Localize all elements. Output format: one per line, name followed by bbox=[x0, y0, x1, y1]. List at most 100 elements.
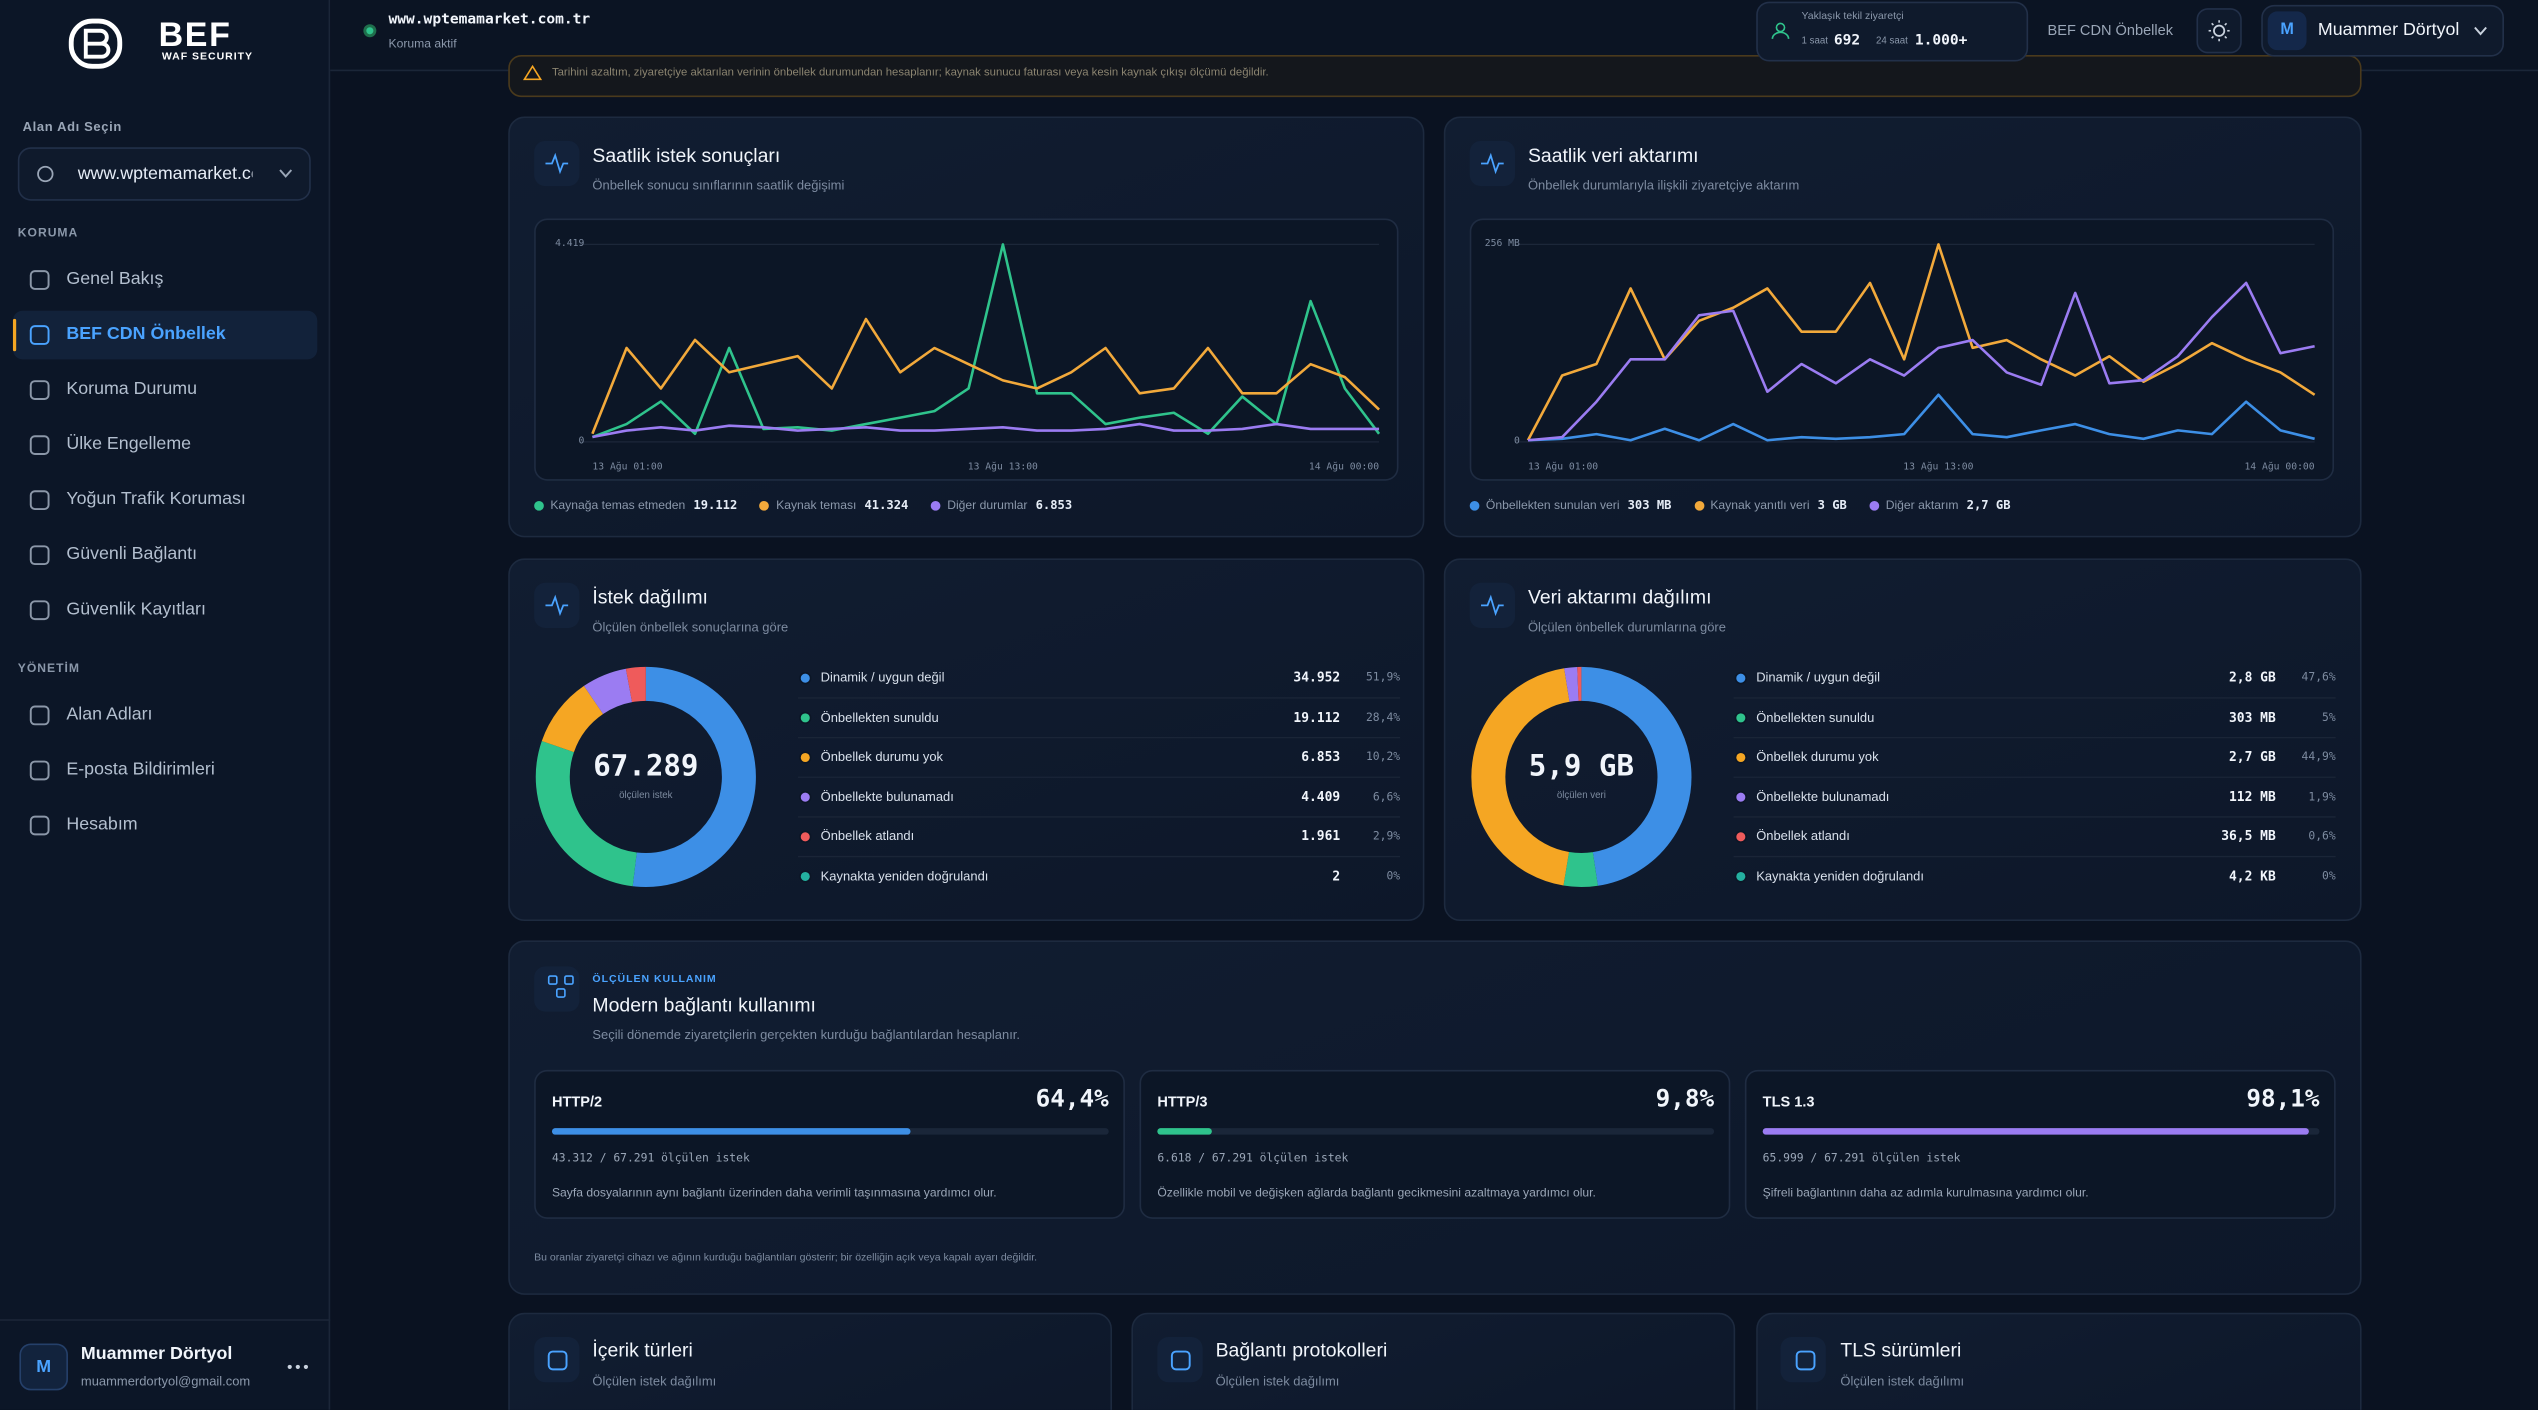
breakdown-label: Dinamik / uygun değil bbox=[820, 670, 945, 685]
usage-card bbox=[534, 1069, 1125, 1219]
panel-subtitle: Ölçülen önbellek sonuçlarına göre bbox=[592, 619, 789, 635]
legend-label: Diğer durumlar bbox=[947, 497, 1028, 513]
panel-title: TLS sürümleri bbox=[1840, 1338, 1962, 1362]
panel-title: Bağlantı protokolleri bbox=[1215, 1338, 1388, 1362]
breakdown-count: 1.961 bbox=[1301, 828, 1341, 844]
series-line bbox=[591, 243, 1381, 439]
usage-icon bbox=[547, 975, 558, 985]
breakdown-label: Önbellekten sunuldu bbox=[1756, 709, 1875, 725]
legend-swatch bbox=[799, 870, 812, 883]
domain-select[interactable] bbox=[17, 147, 311, 201]
nav-item[interactable]: Yoğun Trafik Koruması bbox=[66, 489, 246, 510]
domain-label: Alan Adı Seçin bbox=[22, 119, 122, 135]
usage-card bbox=[1139, 1069, 1731, 1219]
sun-icon bbox=[2213, 24, 2226, 37]
nav-item[interactable]: Hesabım bbox=[66, 814, 138, 835]
nav-item[interactable]: Koruma Durumu bbox=[66, 379, 197, 399]
panel-subtitle: Ölçülen istek dağılımı bbox=[592, 1374, 717, 1389]
legend-item: Önbellekten sunulan veri 303 MB bbox=[1469, 498, 1671, 512]
warning-icon bbox=[522, 64, 543, 81]
donut-segment bbox=[1580, 666, 1692, 886]
usage-title: Modern bağlantı kullanımı bbox=[592, 993, 816, 1017]
legend-swatch bbox=[534, 500, 544, 511]
donut-segment bbox=[1564, 666, 1579, 702]
legend-swatch bbox=[1734, 672, 1747, 685]
legend-swatch bbox=[1734, 830, 1747, 843]
legend-total: 3 GB bbox=[1817, 497, 1847, 513]
icon bbox=[1795, 1350, 1816, 1371]
legend-label: Kaynak yanıtlı veri bbox=[1710, 497, 1810, 513]
chart-frame bbox=[534, 218, 1399, 481]
breakdown-label: Önbellek durumu yok bbox=[1756, 749, 1879, 764]
avatar-initial: M bbox=[2280, 21, 2294, 39]
icon bbox=[1170, 1350, 1191, 1371]
legend: Kaynağa temas etmeden 19.112 Kaynak teması… bbox=[534, 497, 1072, 513]
icon-box bbox=[1157, 1336, 1203, 1383]
menu-dot bbox=[287, 1364, 292, 1370]
usage-description: Özellikle mobil ve değişken ağlarda bağl… bbox=[1157, 1185, 1596, 1200]
site-status: Koruma aktif bbox=[388, 36, 457, 51]
donut-segment bbox=[583, 668, 633, 715]
brand: BEF bbox=[158, 16, 232, 55]
breakdown-share: 1,9% bbox=[2308, 789, 2336, 803]
series-line bbox=[1526, 243, 2316, 441]
icon bbox=[29, 435, 50, 455]
visitors-value: 1.000+ bbox=[1914, 33, 1968, 50]
y-tick-label: 0 bbox=[1514, 435, 1520, 447]
domain-value[interactable]: www.wptemamarket.com.tr bbox=[77, 165, 253, 183]
breakdown-label: Önbellekte bulunamadı bbox=[820, 789, 954, 804]
usage-icon bbox=[555, 988, 566, 998]
breakdown-share: 10,2% bbox=[1365, 750, 1401, 764]
site-name: www.wptemamarket.com.tr bbox=[388, 12, 591, 29]
nav-item[interactable]: Alan Adları bbox=[66, 704, 153, 725]
legend-item: Kaynağa temas etmeden 19.112 bbox=[534, 498, 737, 512]
nav-item[interactable]: BEF CDN Önbellek bbox=[66, 324, 226, 344]
nav-item[interactable]: Genel Bakış bbox=[66, 269, 164, 289]
card bbox=[508, 1312, 1112, 1410]
legend-swatch bbox=[799, 751, 812, 764]
breakdown-label: Önbellekten sunuldu bbox=[820, 709, 939, 725]
panel-title: Veri aktarımı dağılımı bbox=[1527, 585, 1712, 609]
progress-bar bbox=[1157, 1128, 1212, 1135]
sun-ray bbox=[2224, 35, 2228, 39]
breakdown-count: 112 MB bbox=[2228, 789, 2276, 804]
donut-center-label: ölçülen veri bbox=[1556, 791, 1606, 802]
panel-subtitle: Önbellek sonucu sınıflarının saatlik değ… bbox=[592, 178, 845, 193]
donut-center-value: 5,9 GB bbox=[1528, 749, 1635, 784]
nav-item[interactable]: Güvenli Bağlantı bbox=[66, 544, 198, 565]
progress-track bbox=[1157, 1128, 1715, 1135]
panel-subtitle: Ölçülen önbellek durumlarına göre bbox=[1527, 619, 1726, 635]
usage-count: 65.999 / 67.291 ölçülen istek bbox=[1762, 1151, 1961, 1165]
legend-label: Kaynak teması bbox=[776, 497, 857, 513]
nav-item[interactable]: Ülke Engelleme bbox=[66, 434, 192, 455]
series-line bbox=[1527, 393, 2315, 442]
user-email: muammerdortyol@gmail.com bbox=[80, 1374, 251, 1389]
legend-item: Diğer durumlar 6.853 bbox=[931, 497, 1072, 513]
globe-icon bbox=[37, 165, 54, 183]
legend-swatch bbox=[931, 500, 941, 511]
usage-name: HTTP/2 bbox=[551, 1093, 603, 1110]
breakdown-share: 0,6% bbox=[2308, 829, 2336, 843]
icon bbox=[29, 380, 50, 400]
usage-count: 43.312 / 67.291 ölçülen istek bbox=[551, 1151, 750, 1165]
breakdown-count: 2 bbox=[1332, 868, 1341, 883]
icon bbox=[29, 705, 50, 726]
nav-item[interactable]: Güvenlik Kayıtları bbox=[66, 599, 206, 620]
nav-item[interactable]: E-posta Bildirimleri bbox=[66, 759, 215, 780]
legend-label: Diğer aktarım bbox=[1885, 497, 1959, 513]
icon bbox=[29, 325, 50, 345]
icon bbox=[29, 545, 50, 566]
panel-title: Saatlik istek sonuçları bbox=[592, 144, 781, 167]
series-line bbox=[591, 317, 1380, 435]
nav-section-title: KORUMA bbox=[17, 225, 79, 240]
x-tick-label: 14 Ağu 00:00 bbox=[2244, 461, 2315, 473]
usage-card bbox=[1744, 1069, 2336, 1219]
breakdown-share: 0% bbox=[2322, 869, 2336, 883]
legend-swatch bbox=[1734, 791, 1747, 804]
visitors-period: 1 saat bbox=[1801, 37, 1829, 47]
progress-bar bbox=[551, 1128, 911, 1135]
icon bbox=[29, 600, 50, 621]
visitors-value: 692 bbox=[1833, 33, 1861, 50]
theme-button[interactable] bbox=[2196, 8, 2242, 54]
